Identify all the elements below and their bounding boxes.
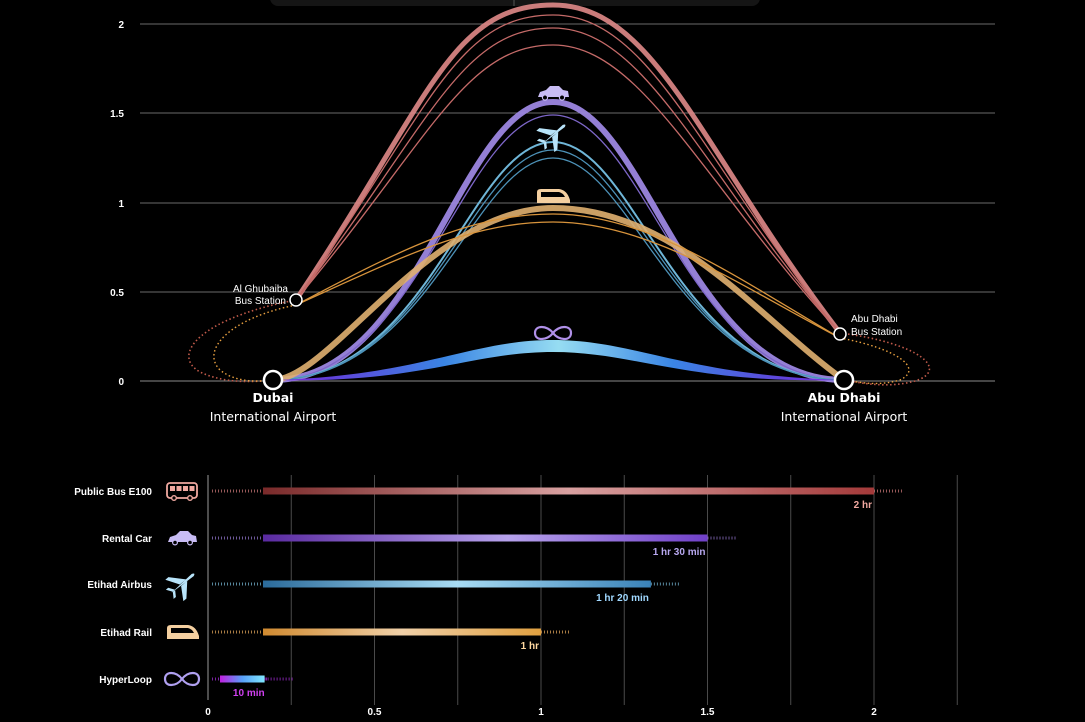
airplane-icon [165,573,195,602]
route-curve [272,157,845,381]
mode-label: Public Bus E100 [74,487,152,498]
route-curve [295,213,841,339]
bar [263,487,874,495]
bar-group: 1 hr [212,628,569,652]
bar [263,534,708,542]
car-icon [538,86,569,101]
mode-label: Etihad Rail [100,628,152,639]
y-tick-label: 1 [118,199,124,210]
y-tick-label: 2 [118,20,124,31]
route-curve [272,204,846,383]
bar-value-label: 1 hr [521,641,539,652]
x-tick-label: 2 [871,707,877,718]
bar [263,580,651,588]
route-curve [293,2,842,335]
stop-right-line1: Abu Dhabi [851,314,898,325]
route-curve [272,149,845,381]
bar-group: 1 hr 20 min [212,580,679,604]
car-icon [168,531,197,546]
bar-group: 1 hr 30 min [212,534,736,558]
y-tick-label: 0.5 [110,288,124,299]
destination-sub: International Airport [781,409,908,424]
x-tick-label: 1 [538,707,544,718]
mode-label: Etihad Airbus [87,580,152,591]
origin-name: Dubai [253,390,294,405]
infinity-icon [163,671,201,687]
bar [220,675,265,683]
x-tick-label: 0 [205,707,211,718]
destination-marker [833,369,855,391]
mode-label: HyperLoop [99,675,152,686]
route-curve [295,44,841,334]
rail-dotted-loop [213,304,297,382]
x-gridlines [207,475,958,705]
bar [263,628,541,636]
mode-labels: Public Bus E100 Rental Car Etihad Airbus Et… [74,487,152,686]
bus-route-curves [293,2,842,335]
route-profile-chart: 2 1.5 1 0.5 0 [110,0,995,424]
destination-name: Abu Dhabi [808,390,881,405]
bar-value-label: 1 hr 20 min [596,593,649,604]
route-curve [295,221,841,339]
rail-route-curves [272,204,846,383]
bar-value-label: 1 hr 30 min [653,547,706,558]
bus-dotted-loop [839,332,931,386]
stop-right-line2: Bus Station [851,327,902,338]
y-tick-labels: 2 1.5 1 0.5 0 [110,20,124,388]
bars: 2 hr 1 hr 30 min 1 hr 20 min 1 hr 10 min [212,487,902,699]
airplane-icon [536,124,566,153]
y-tick-label: 0 [118,377,124,388]
stop-left-line2: Bus Station [235,296,286,307]
train-icon [167,625,199,639]
stop-marker-right [833,327,847,341]
car-route-curves [272,98,845,383]
infinity-icon [533,325,573,341]
origin-marker [262,369,284,391]
route-curve [295,14,841,334]
travel-time-bar-chart: 0 0.5 1 1.5 2 2 hr 1 hr 30 min 1 hr 20 min 1 hr… [74,475,958,718]
y-tick-label: 1.5 [110,109,124,120]
mode-label: Rental Car [102,534,152,545]
bar-group: 2 hr [212,487,902,511]
hyperloop-route-band [273,340,844,381]
bus-dotted-loop [188,299,297,383]
x-tick-label: 0.5 [368,707,382,718]
mode-icons [163,482,201,687]
bar-value-label: 2 hr [854,500,872,511]
bar-value-label: 10 min [233,688,265,699]
x-tick-label: 1.5 [701,707,715,718]
stop-left-line1: Al Ghubaiba [233,284,288,295]
route-curve [272,114,845,381]
train-icon [537,189,570,203]
x-tick-labels: 0 0.5 1 1.5 2 [205,707,877,718]
top-header-bar [270,0,760,6]
bus-icon [166,482,198,501]
bar-group: 10 min [212,675,293,699]
origin-sub: International Airport [210,409,337,424]
stop-marker-left [289,293,303,307]
route-curve [295,27,841,334]
route-curve [272,98,845,383]
